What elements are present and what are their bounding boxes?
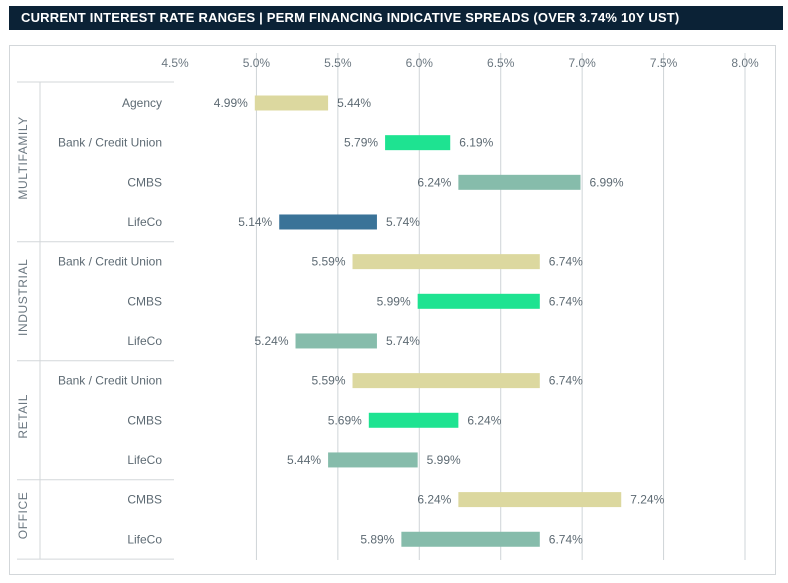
row-label: Bank / Credit Union [58, 374, 162, 388]
high-value-label: 5.74% [386, 215, 420, 229]
high-value-label: 6.19% [459, 136, 493, 150]
high-value-label: 6.74% [549, 255, 583, 269]
row-label: Bank / Credit Union [58, 255, 162, 269]
row-label: LifeCo [127, 334, 162, 348]
high-value-label: 5.74% [386, 334, 420, 348]
low-value-label: 5.79% [344, 136, 378, 150]
high-value-label: 6.24% [467, 413, 501, 427]
row-label: Bank / Credit Union [58, 136, 162, 150]
low-value-label: 5.59% [311, 374, 345, 388]
group-label: INDUSTRIAL [16, 259, 30, 336]
range-bar [417, 293, 540, 309]
range-bar [352, 254, 540, 270]
x-tick-label: 7.0% [568, 56, 596, 70]
row-label: CMBS [127, 493, 162, 507]
high-value-label: 6.74% [549, 532, 583, 546]
range-bar [352, 373, 540, 389]
range-bar [401, 531, 540, 547]
range-bar [254, 95, 329, 111]
low-value-label: 5.89% [360, 532, 394, 546]
range-bar [458, 174, 581, 190]
high-value-label: 7.24% [630, 493, 664, 507]
x-tick-label: 5.5% [324, 56, 352, 70]
high-value-label: 5.99% [427, 453, 461, 467]
x-tick-label: 7.5% [650, 56, 678, 70]
range-bar [385, 135, 451, 151]
row-label: LifeCo [127, 453, 162, 467]
x-tick-label: 8.0% [731, 56, 759, 70]
group-label: OFFICE [16, 492, 30, 540]
title-bar: CURRENT INTEREST RATE RANGES | PERM FINA… [9, 6, 783, 30]
low-value-label: 5.44% [287, 453, 321, 467]
high-value-label: 6.74% [549, 294, 583, 308]
range-bar [279, 214, 377, 230]
low-value-label: 4.99% [214, 96, 248, 110]
row-label: LifeCo [127, 215, 162, 229]
x-tick-label: 6.5% [487, 56, 515, 70]
range-bar [328, 452, 418, 468]
high-value-label: 6.99% [590, 175, 624, 189]
range-bar [368, 412, 459, 428]
low-value-label: 5.24% [254, 334, 288, 348]
x-tick-label: 5.0% [243, 56, 271, 70]
low-value-label: 5.14% [238, 215, 272, 229]
row-label: Agency [122, 96, 162, 110]
low-value-label: 6.24% [417, 493, 451, 507]
row-label: CMBS [127, 175, 162, 189]
x-tick-label: 4.5% [161, 56, 189, 70]
group-label: RETAIL [16, 394, 30, 439]
low-value-label: 5.59% [311, 255, 345, 269]
chart-frame [9, 45, 776, 575]
row-label: CMBS [127, 413, 162, 427]
row-label: LifeCo [127, 532, 162, 546]
low-value-label: 6.24% [417, 175, 451, 189]
low-value-label: 5.99% [377, 294, 411, 308]
high-value-label: 5.44% [337, 96, 371, 110]
range-bar [458, 492, 622, 508]
row-label: CMBS [127, 294, 162, 308]
range-bar [295, 333, 377, 349]
low-value-label: 5.69% [328, 413, 362, 427]
high-value-label: 6.74% [549, 374, 583, 388]
group-label: MULTIFAMILY [16, 116, 30, 200]
x-tick-label: 6.0% [406, 56, 434, 70]
chart-title: CURRENT INTEREST RATE RANGES | PERM FINA… [21, 10, 680, 25]
